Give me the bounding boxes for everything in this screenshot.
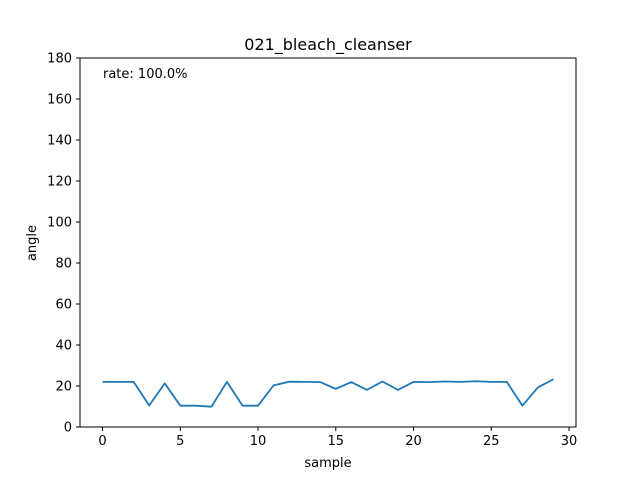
chart-title: 021_bleach_cleanser (244, 35, 412, 55)
y-tick-label: 180 (47, 52, 72, 67)
series-line-0 (102, 378, 554, 408)
y-tick-label: 20 (55, 380, 72, 395)
x-tick-label: 15 (328, 434, 345, 449)
y-tick-label: 120 (47, 175, 72, 190)
x-tick-label: 0 (98, 434, 106, 449)
plot-area: 0 5 10 15 20 25 30 0 20 40 60 80 100 120 140 160 180 (47, 52, 577, 450)
x-tick-label: 10 (250, 434, 267, 449)
y-axis-label: angle (25, 225, 40, 261)
x-tick-label: 30 (561, 434, 578, 449)
x-tick-label: 25 (483, 434, 500, 449)
y-tick-label: 40 (55, 339, 72, 354)
y-tick-label: 0 (64, 421, 72, 436)
y-tick-label: 60 (55, 298, 72, 313)
rate-annotation: rate: 100.0% (103, 67, 188, 82)
plot-frame (79, 57, 577, 428)
x-tick-label: 5 (176, 434, 184, 449)
x-tick-label: 20 (405, 434, 422, 449)
y-tick-label: 80 (55, 257, 72, 272)
y-tick-label: 160 (47, 93, 72, 108)
y-tick-label: 100 (47, 216, 72, 231)
y-tick-label: 140 (47, 134, 72, 149)
x-axis-label: sample (304, 456, 351, 471)
